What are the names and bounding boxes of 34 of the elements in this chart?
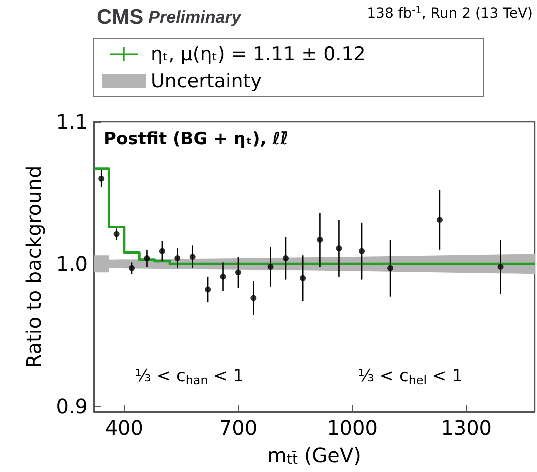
point <box>220 274 226 280</box>
point <box>436 217 443 224</box>
point <box>114 231 120 238</box>
point <box>144 255 150 262</box>
x-tick-label: 400 <box>105 416 144 440</box>
y-tick-label: 1.0 <box>56 252 88 276</box>
point <box>359 248 366 254</box>
y-tick-label: 1.1 <box>56 110 88 134</box>
point <box>159 248 166 254</box>
point <box>174 255 181 262</box>
point <box>190 254 196 260</box>
y-tick-label: 0.9 <box>56 394 88 418</box>
point <box>317 236 324 243</box>
chart-subtitle: Preliminary <box>148 8 243 27</box>
x-tick-label: 1000 <box>327 416 378 440</box>
legend-label: ηₜ, μ(ηₜ) = 1.11 ± 0.12 <box>151 44 366 66</box>
point <box>250 295 257 302</box>
point <box>498 264 504 270</box>
legend-label: Uncertainty <box>151 70 262 92</box>
point <box>336 246 342 252</box>
x-tick-label: 700 <box>219 416 258 440</box>
point <box>388 265 394 272</box>
point <box>235 270 242 276</box>
point <box>282 255 289 262</box>
chart-title: CMS <box>97 6 144 29</box>
y-axis-title: Ratio to background <box>22 166 46 368</box>
point <box>205 286 212 293</box>
point <box>300 275 306 282</box>
point <box>268 264 274 270</box>
point <box>129 265 136 272</box>
x-axis-title: mtt̄ (GeV) <box>268 444 362 468</box>
x-tick-label: 1300 <box>441 416 492 440</box>
annotation: Postfit (BG + ηₜ), ℓℓ̄ <box>104 130 289 150</box>
point <box>98 176 105 182</box>
